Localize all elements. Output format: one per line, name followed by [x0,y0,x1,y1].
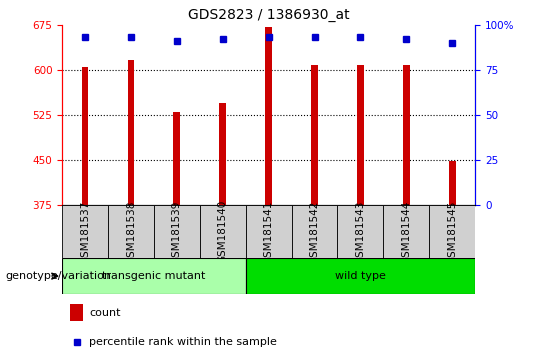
Bar [62,258,246,294]
Text: GSM181545: GSM181545 [447,200,457,264]
Bar [449,161,456,205]
Bar [127,60,134,205]
Text: transgenic mutant: transgenic mutant [102,271,206,281]
Bar [383,205,429,258]
Bar [70,304,83,321]
Text: genotype/variation: genotype/variation [5,271,111,281]
Bar [265,27,272,205]
Title: GDS2823 / 1386930_at: GDS2823 / 1386930_at [188,8,349,22]
Bar [173,112,180,205]
Text: GSM181542: GSM181542 [309,200,320,264]
Text: GSM181538: GSM181538 [126,200,136,264]
Bar [108,205,154,258]
Bar [219,103,226,205]
Bar [246,258,475,294]
Bar [403,65,410,205]
Text: GSM181544: GSM181544 [401,200,411,264]
Text: GSM181539: GSM181539 [172,200,182,264]
Text: GSM181543: GSM181543 [355,200,366,264]
Text: percentile rank within the sample: percentile rank within the sample [89,337,277,347]
Bar [338,205,383,258]
Text: GSM181537: GSM181537 [80,200,90,264]
Bar [246,205,292,258]
Bar [82,67,89,205]
Text: count: count [89,308,120,318]
Bar [292,205,338,258]
Bar [200,205,246,258]
Text: GSM181540: GSM181540 [218,200,228,263]
Text: wild type: wild type [335,271,386,281]
Bar [429,205,475,258]
Bar [62,205,108,258]
Text: GSM181541: GSM181541 [264,200,274,264]
Bar [154,205,200,258]
Bar [311,65,318,205]
Bar [357,65,364,205]
